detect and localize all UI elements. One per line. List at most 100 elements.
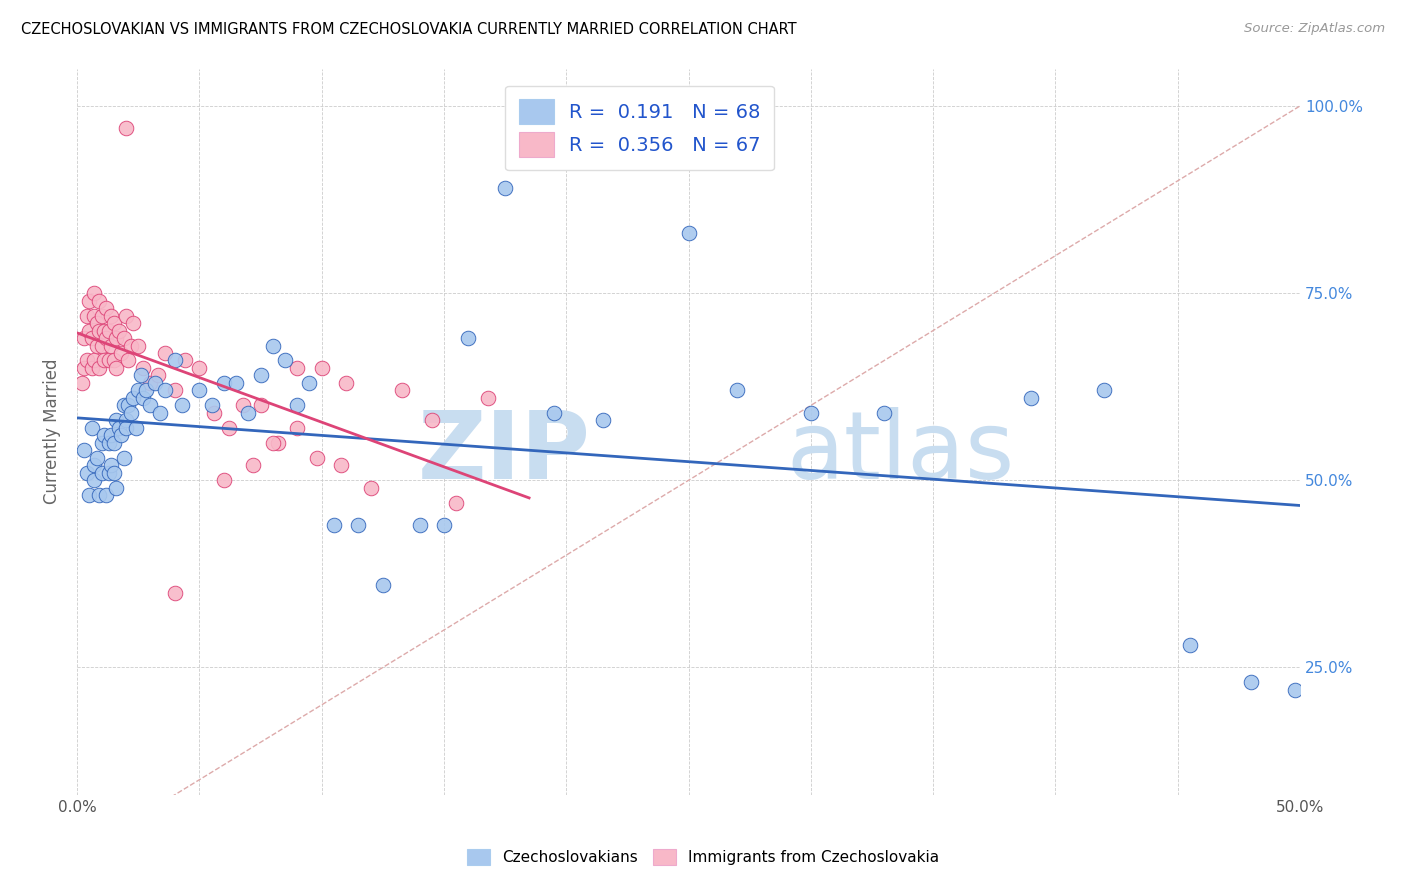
Point	[285, 361, 308, 376]
Point	[262, 338, 284, 352]
Point	[86, 316, 108, 330]
Point	[115, 309, 138, 323]
Point	[678, 226, 700, 240]
Point	[274, 353, 297, 368]
Point	[90, 309, 112, 323]
Point	[298, 376, 321, 390]
Point	[172, 398, 194, 412]
Point	[132, 391, 155, 405]
Point	[153, 346, 176, 360]
Point	[262, 435, 284, 450]
Point	[242, 458, 264, 473]
Point	[1240, 675, 1263, 690]
Point	[97, 353, 120, 368]
Point	[202, 406, 225, 420]
Point	[249, 398, 271, 412]
Point	[360, 481, 382, 495]
Point	[105, 361, 128, 376]
Point	[444, 496, 467, 510]
Point	[83, 353, 105, 368]
Point	[173, 353, 195, 368]
Point	[100, 428, 122, 442]
Point	[127, 338, 149, 352]
Point	[132, 361, 155, 376]
Point	[433, 518, 456, 533]
Point	[149, 406, 172, 420]
Text: ZIP: ZIP	[418, 408, 591, 500]
Point	[100, 338, 122, 352]
Point	[83, 473, 105, 487]
Legend: R =  0.191   N = 68, R =  0.356   N = 67: R = 0.191 N = 68, R = 0.356 N = 67	[505, 86, 775, 170]
Point	[70, 376, 93, 390]
Point	[79, 293, 101, 308]
Point	[112, 331, 135, 345]
Point	[117, 398, 139, 412]
Text: atlas: atlas	[786, 408, 1015, 500]
Legend: Czechoslovakians, Immigrants from Czechoslovakia: Czechoslovakians, Immigrants from Czecho…	[461, 843, 945, 871]
Point	[105, 413, 128, 427]
Point	[96, 488, 118, 502]
Point	[87, 361, 110, 376]
Point	[122, 391, 145, 405]
Point	[225, 376, 247, 390]
Point	[457, 331, 479, 345]
Point	[107, 324, 129, 338]
Point	[76, 309, 98, 323]
Point	[110, 428, 132, 442]
Point	[100, 458, 122, 473]
Point	[232, 398, 254, 412]
Point	[97, 324, 120, 338]
Point	[86, 450, 108, 465]
Point	[93, 353, 115, 368]
Point	[86, 338, 108, 352]
Point	[93, 428, 115, 442]
Point	[107, 421, 129, 435]
Point	[285, 421, 308, 435]
Point	[146, 368, 169, 383]
Point	[188, 361, 211, 376]
Point	[87, 324, 110, 338]
Point	[96, 301, 118, 315]
Point	[100, 309, 122, 323]
Point	[163, 353, 186, 368]
Point	[1019, 391, 1042, 405]
Point	[76, 353, 98, 368]
Point	[188, 384, 211, 398]
Point	[1092, 384, 1115, 398]
Point	[105, 331, 128, 345]
Point	[266, 435, 288, 450]
Point	[873, 406, 896, 420]
Point	[115, 421, 138, 435]
Point	[143, 376, 166, 390]
Point	[79, 488, 101, 502]
Point	[163, 585, 186, 599]
Point	[311, 361, 333, 376]
Point	[212, 473, 235, 487]
Point	[115, 413, 138, 427]
Y-axis label: Currently Married: Currently Married	[44, 359, 60, 504]
Point	[120, 406, 142, 420]
Point	[76, 466, 98, 480]
Point	[103, 316, 125, 330]
Point	[139, 398, 162, 412]
Point	[139, 376, 162, 390]
Point	[129, 368, 152, 383]
Point	[120, 338, 142, 352]
Point	[330, 458, 353, 473]
Point	[80, 421, 103, 435]
Point	[115, 121, 138, 136]
Point	[322, 518, 344, 533]
Point	[347, 518, 370, 533]
Point	[105, 481, 128, 495]
Point	[285, 398, 308, 412]
Point	[543, 406, 565, 420]
Point	[163, 384, 186, 398]
Point	[122, 316, 145, 330]
Point	[335, 376, 357, 390]
Point	[218, 421, 240, 435]
Point	[103, 353, 125, 368]
Point	[73, 443, 96, 458]
Point	[305, 450, 328, 465]
Point	[238, 406, 260, 420]
Point	[110, 346, 132, 360]
